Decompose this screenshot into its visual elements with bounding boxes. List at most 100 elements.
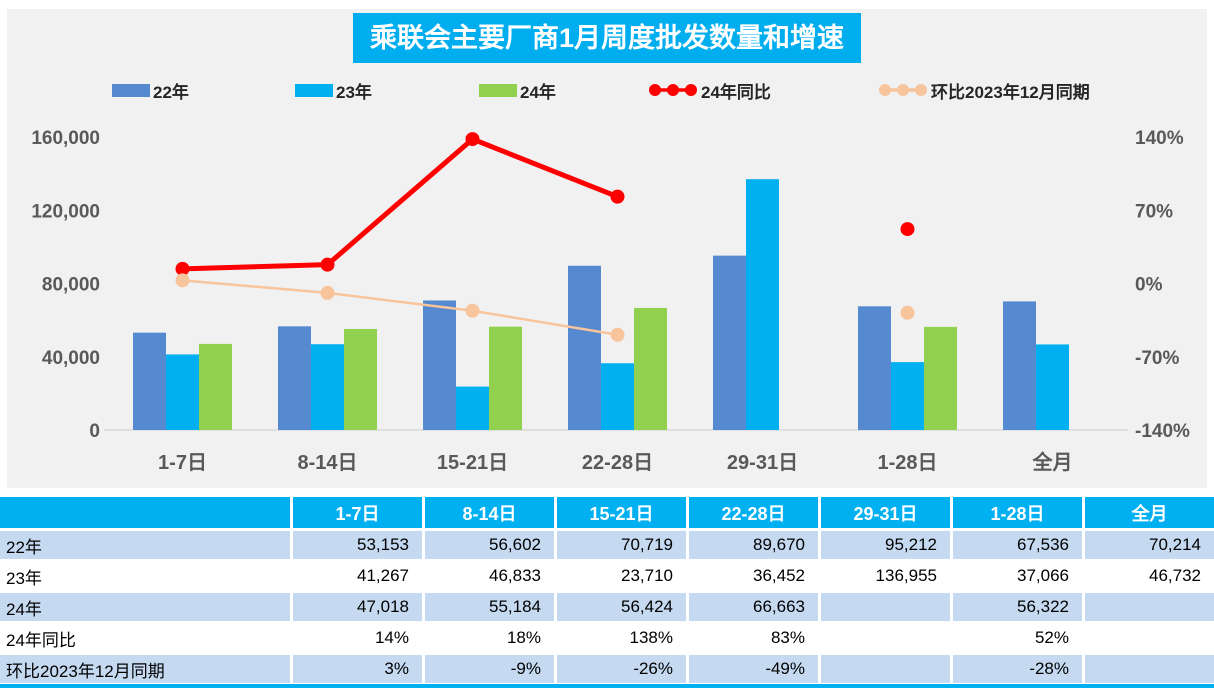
right-axis-tick: 0%	[1135, 275, 1163, 296]
table-cell: 66,663	[689, 590, 818, 621]
table-cell	[821, 590, 950, 621]
marker-24年同比-1-28日	[900, 222, 915, 237]
legend-line-swatch	[649, 84, 697, 96]
line-segment-24年同比	[470, 136, 620, 200]
bar-24年-8-14日	[344, 328, 377, 430]
table-cell: 83%	[689, 621, 818, 652]
table-header-empty	[0, 497, 290, 528]
table-cell: 70,719	[557, 528, 686, 559]
table-cell: 55,184	[425, 590, 554, 621]
table-row-label: 24年同比	[0, 621, 290, 652]
table-row-label: 环比2023年12月同期	[0, 652, 290, 683]
marker-环比2023年12月同期-1-28日	[900, 305, 915, 320]
category-label: 8-14日	[297, 452, 357, 474]
legend-item-2: 24年	[479, 80, 556, 102]
table-cell: 3%	[293, 652, 422, 683]
chart-title: 乘联会主要厂商1月周度批发数量和增速	[352, 13, 862, 63]
table-cell: 14%	[293, 621, 422, 652]
table-cell: 46,833	[425, 559, 554, 590]
table-cell: 46,732	[1085, 559, 1214, 590]
category-label: 1-28日	[877, 452, 937, 474]
table-header-22-28日: 22-28日	[689, 497, 818, 528]
line-segment-环比2023年12月同期	[326, 291, 474, 312]
left-axis-tick: 80,000	[42, 275, 100, 296]
bar-24年-1-7日	[199, 343, 232, 430]
line-segment-环比2023年12月同期	[181, 279, 329, 295]
table-cell: 37,066	[953, 559, 1082, 590]
bar-23年-1-28日	[891, 362, 924, 430]
marker-24年同比-8-14日	[320, 257, 335, 272]
legend-label: 23年	[336, 82, 372, 102]
left-axis-tick: 160,000	[31, 128, 100, 149]
table-header-29-31日: 29-31日	[821, 497, 950, 528]
marker-环比2023年12月同期-15-21日	[465, 303, 480, 318]
table-row-label: 22年	[0, 528, 290, 559]
line-segment-24年同比	[325, 136, 475, 268]
legend-item-1: 23年	[295, 80, 372, 102]
table-cell: 56,602	[425, 528, 554, 559]
legend-label: 22年	[153, 82, 189, 102]
table-cell: 56,322	[953, 590, 1082, 621]
marker-环比2023年12月同期-22-28日	[610, 327, 625, 342]
legend-line-swatch	[879, 84, 927, 96]
category-label: 全月	[1032, 450, 1073, 474]
bar-23年-22-28日	[601, 363, 634, 430]
category-label: 29-31日	[727, 452, 798, 474]
bar-22年-29-31日	[713, 255, 746, 430]
marker-24年同比-1-7日	[175, 261, 190, 276]
legend-label: 24年同比	[701, 82, 771, 102]
legend-item-0: 22年	[112, 80, 189, 102]
table-cell: 138%	[557, 621, 686, 652]
table-cell: -26%	[557, 652, 686, 683]
table-cell: 136,955	[821, 559, 950, 590]
table-cell: 89,670	[689, 528, 818, 559]
legend-label: 环比2023年12月同期	[931, 82, 1090, 102]
table-cell	[821, 621, 950, 652]
legend-label: 24年	[520, 82, 556, 102]
right-axis-tick: 70%	[1135, 201, 1173, 222]
table-cell: 52%	[953, 621, 1082, 652]
bar-22年-15-21日	[423, 300, 456, 430]
table-cell: 18%	[425, 621, 554, 652]
table-cell: -9%	[425, 652, 554, 683]
table-header-8-14日: 8-14日	[425, 497, 554, 528]
bar-22年-1-28日	[858, 306, 891, 430]
table-cell: -28%	[953, 652, 1082, 683]
table-row-label: 24年	[0, 590, 290, 621]
bar-23年-8-14日	[311, 344, 344, 430]
marker-24年同比-22-28日	[610, 189, 625, 204]
legend-bar-swatch	[112, 83, 150, 97]
marker-环比2023年12月同期-8-14日	[320, 285, 335, 300]
left-axis-tick: 40,000	[42, 348, 100, 369]
left-axis-tick: 120,000	[31, 201, 100, 222]
table-cell	[821, 652, 950, 683]
bar-22年-22-28日	[568, 265, 601, 430]
bar-23年-15-21日	[456, 386, 489, 430]
table-header-15-21日: 15-21日	[557, 497, 686, 528]
right-axis-tick: 140%	[1135, 128, 1184, 149]
marker-24年同比-15-21日	[465, 132, 480, 147]
combo-chart: 160,000 120,000 80,000 40,000 0 140% 70% 0% -70%…	[31, 128, 1190, 474]
table-cell	[1085, 652, 1214, 683]
table-header-全月: 全月	[1085, 497, 1214, 528]
table-cell: -49%	[689, 652, 818, 683]
category-label: 15-21日	[437, 452, 508, 474]
legend-bar-swatch	[479, 83, 517, 97]
legend-item-3: 24年同比	[648, 80, 771, 102]
category-label: 1-7日	[158, 452, 207, 474]
line-segment-环比2023年12月同期	[471, 309, 619, 337]
table-header-1-7日: 1-7日	[293, 497, 422, 528]
table-cell: 70,214	[1085, 528, 1214, 559]
chart-legend: 22年 23年 24年 24年同比 环比2023年12月同期	[0, 80, 1214, 102]
table-cell: 53,153	[293, 528, 422, 559]
table-header-1-28日: 1-28日	[953, 497, 1082, 528]
table-cell: 67,536	[953, 528, 1082, 559]
right-axis-tick: -70%	[1135, 348, 1179, 369]
marker-环比2023年12月同期-1-7日	[175, 273, 190, 288]
bar-24年-15-21日	[489, 326, 522, 430]
next-table-header-strip	[0, 684, 1214, 688]
legend-bar-swatch	[295, 83, 333, 97]
table-cell: 56,424	[557, 590, 686, 621]
bar-23年-1-7日	[166, 354, 199, 430]
bar-22年-8-14日	[278, 326, 311, 430]
